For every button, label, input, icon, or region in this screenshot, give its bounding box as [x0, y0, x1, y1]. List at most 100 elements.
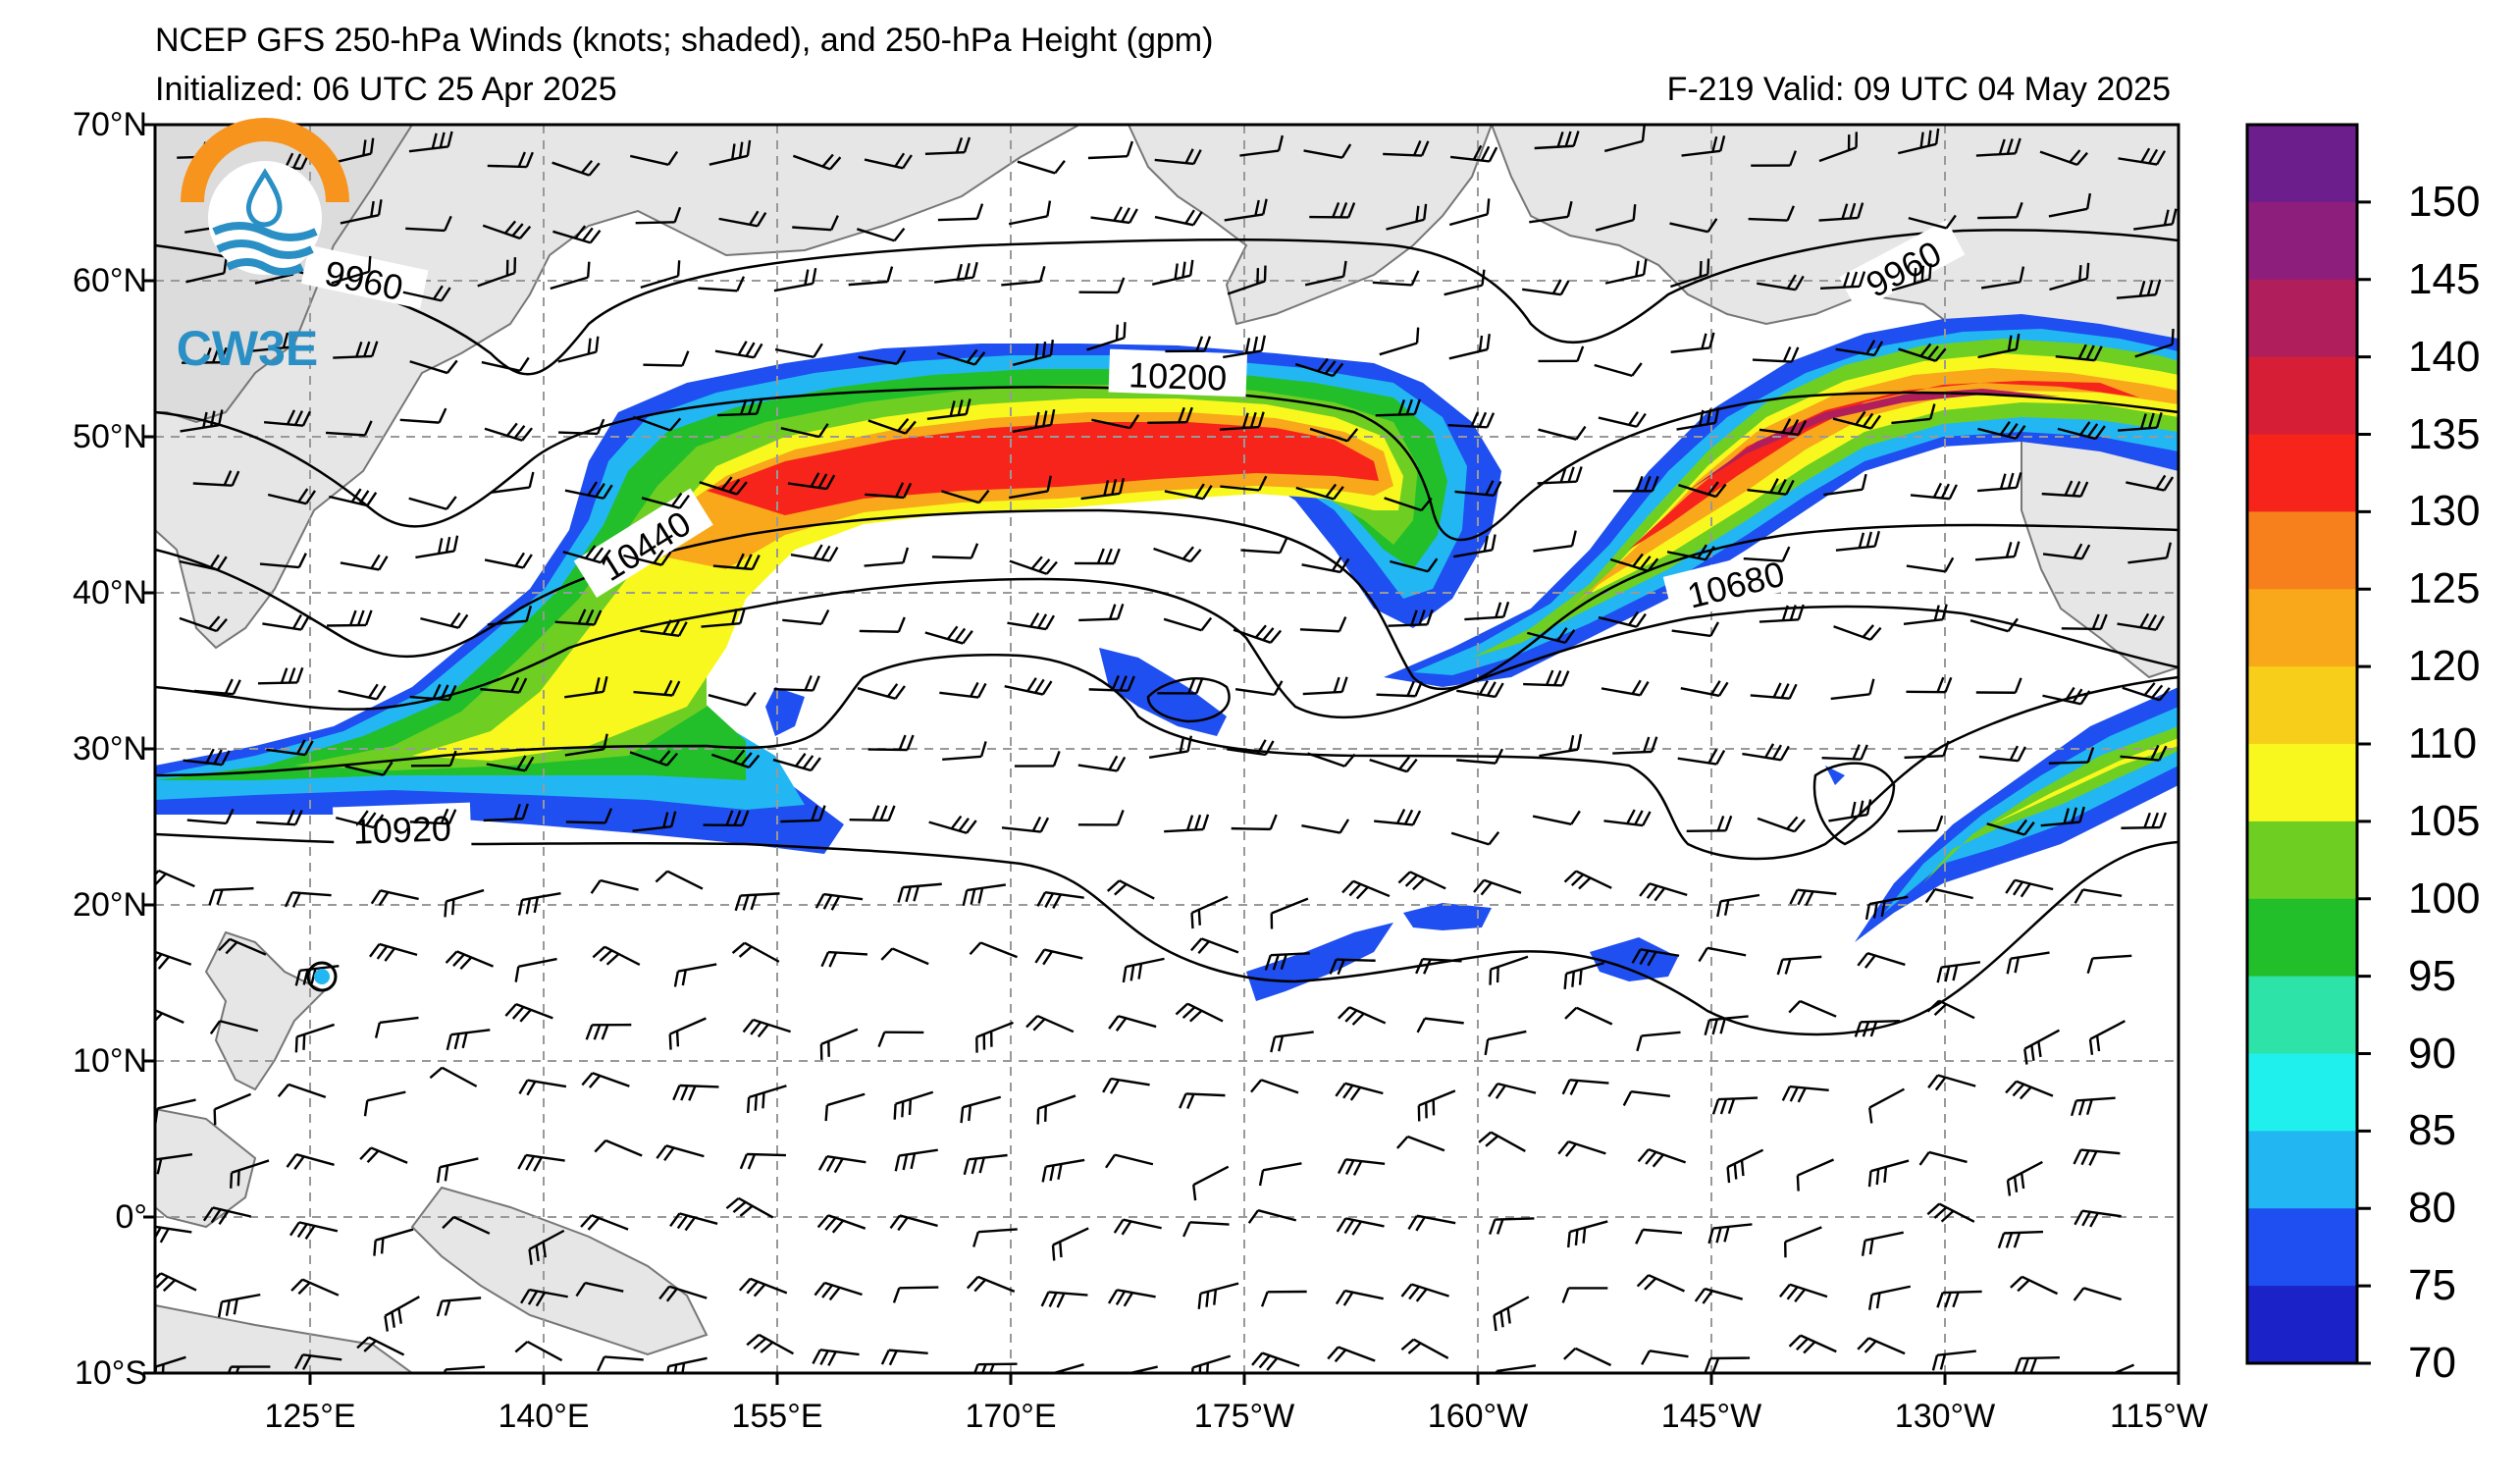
wind-barb — [1388, 609, 1434, 627]
wind-barb — [1078, 277, 1126, 294]
wind-barb — [1698, 946, 1747, 963]
wind-barb — [1561, 1079, 1609, 1095]
wind-barb — [701, 608, 746, 628]
wind-barb — [155, 1153, 193, 1175]
wind-barb — [290, 1278, 340, 1297]
wind-barb — [2014, 1355, 2060, 1373]
wind-barb — [1752, 346, 1800, 363]
wind-barb — [703, 810, 750, 827]
wind-barb — [1192, 1165, 1230, 1201]
wind-barb — [180, 409, 224, 433]
colorbar-segment — [2247, 125, 2357, 203]
wind-barb — [1251, 1351, 1300, 1371]
wind-barb — [790, 544, 839, 562]
wind-barb — [1250, 1079, 1299, 1094]
wind-barb — [1743, 546, 1791, 562]
wind-barb — [792, 153, 842, 171]
wind-barb — [1910, 482, 1958, 501]
colorbar-label: 80 — [2408, 1184, 2456, 1233]
wind-barb — [374, 1016, 419, 1038]
wind-barb — [1681, 135, 1726, 157]
wind-barb — [1040, 1291, 1088, 1308]
lon-label: 130°W — [1894, 1398, 1996, 1435]
wind-barb — [444, 888, 485, 918]
wind-barb — [734, 892, 780, 912]
wind-barb — [1759, 418, 1808, 436]
wind-barb — [518, 1079, 567, 1096]
wind-barb — [1017, 160, 1066, 175]
wind-barb — [1179, 1092, 1226, 1109]
wind-barb — [1400, 1283, 1449, 1302]
wind-barb — [1234, 680, 1284, 697]
wind-barb — [329, 488, 378, 507]
wind-barb — [1796, 1158, 1835, 1192]
wind-barb — [1781, 1085, 1829, 1103]
wind-barb — [267, 488, 317, 505]
wind-barb — [2005, 1080, 2054, 1100]
wind-barb — [1759, 604, 1805, 623]
wind-barb — [942, 741, 987, 762]
wind-barb — [1224, 198, 1268, 222]
wind-barb — [1533, 530, 1577, 553]
wind-barb — [867, 418, 917, 435]
wind-barb — [931, 543, 979, 559]
wind-barb — [2121, 812, 2167, 829]
wind-barb — [1338, 1158, 1386, 1176]
contour-label: 10920 — [352, 808, 451, 851]
wind-barb — [1299, 616, 1347, 633]
wind-barb — [1906, 676, 1953, 694]
wind-barb — [1918, 1150, 1968, 1166]
wind-barb — [1008, 200, 1052, 226]
wind-barb — [558, 418, 605, 436]
wind-barb — [259, 553, 307, 569]
wind-barb — [893, 1090, 934, 1120]
wind-barb — [179, 615, 228, 633]
wind-barb — [1258, 1162, 1302, 1187]
wind-barb — [2073, 1148, 2121, 1166]
colorbar-label: 110 — [2408, 719, 2478, 768]
wind-barb — [2074, 1209, 2122, 1228]
valid-time: F-219 Valid: 09 UTC 04 May 2025 — [1666, 71, 2171, 108]
colorbar-label: 145 — [2408, 254, 2481, 303]
wind-barb — [581, 1072, 630, 1088]
wind-barb — [1270, 897, 1309, 929]
colorbar-segment — [2247, 434, 2357, 512]
wind-barb — [554, 609, 603, 626]
wind-barb — [1601, 679, 1650, 697]
wind-barb — [1726, 1148, 1764, 1184]
wind-barb — [1598, 410, 1647, 428]
colorbar-segment — [2247, 1131, 2357, 1209]
wind-barb — [867, 734, 915, 752]
wind-barb — [209, 1020, 259, 1035]
wind-barb — [1857, 952, 1906, 969]
wind-barb — [1164, 483, 1213, 501]
wind-barb — [1104, 1153, 1154, 1169]
wind-barb — [597, 1355, 644, 1372]
wind-barb — [1604, 258, 1648, 285]
wind-barb — [384, 1296, 420, 1332]
wind-barb — [849, 805, 896, 821]
wind-barb — [629, 150, 679, 167]
lat-label: 20°N — [73, 886, 147, 924]
wind-barb — [668, 1017, 707, 1050]
wind-barb — [1833, 624, 1882, 641]
wind-barb — [672, 1084, 719, 1101]
wind-barb — [856, 227, 906, 242]
wind-barb — [2042, 686, 2091, 706]
wind-barb — [1335, 1289, 1384, 1306]
wind-barb — [924, 625, 973, 645]
wind-barb — [1223, 335, 1266, 359]
lat-label: 50°N — [73, 418, 147, 455]
wind-barb — [1247, 1209, 1297, 1224]
wind-barb — [1175, 1002, 1224, 1023]
wind-barb — [1009, 556, 1058, 575]
wind-barb — [1493, 1296, 1530, 1332]
wind-barb — [1338, 1006, 1387, 1026]
wind-barb — [1864, 895, 1909, 921]
wind-barb — [934, 261, 978, 284]
logo-text: CW3E — [177, 321, 318, 376]
lat-label: 0° — [115, 1198, 147, 1236]
wind-barb — [1304, 260, 1347, 287]
wind-barb — [712, 553, 761, 571]
wind-barb — [1641, 1350, 1689, 1365]
